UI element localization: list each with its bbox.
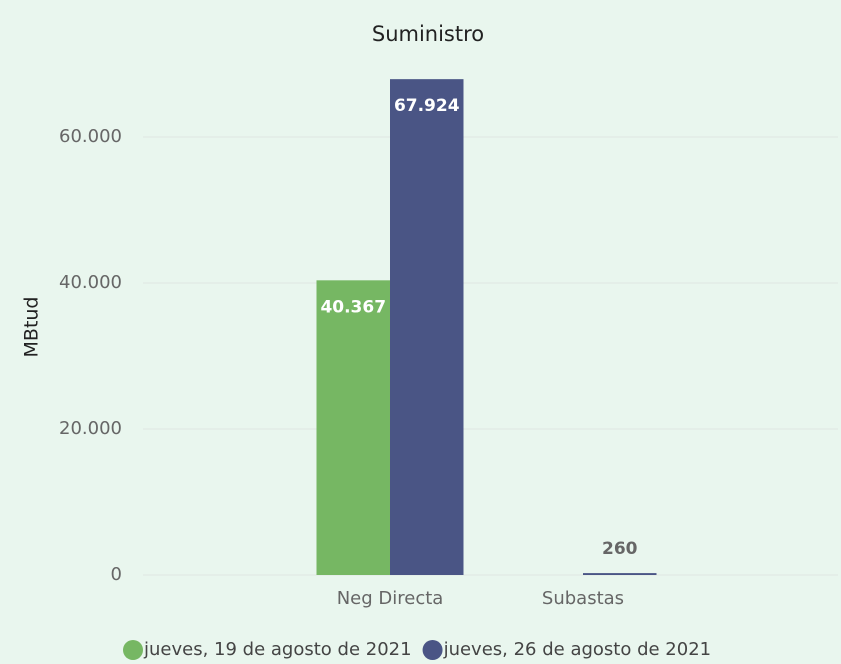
legend-marker	[123, 640, 143, 660]
y-tick-label: 60.000	[59, 126, 122, 147]
data-label: 40.367	[320, 297, 386, 317]
y-axis-label: MBtud	[21, 297, 43, 358]
y-tick-label: 20.000	[59, 418, 122, 439]
y-tick-label: 0	[111, 564, 122, 585]
legend-label: jueves, 26 de agosto de 2021	[443, 639, 712, 660]
bar	[390, 79, 464, 576]
legend-marker	[422, 640, 443, 660]
x-tick-label: Subastas	[542, 588, 624, 609]
legend-label: jueves, 19 de agosto de 2021	[143, 639, 412, 660]
data-label: 67.924	[394, 96, 460, 116]
data-label: 260	[602, 539, 638, 559]
chart-title: Suministro	[372, 22, 484, 46]
x-tick-label: Neg Directa	[337, 588, 444, 609]
bar	[583, 573, 657, 575]
bar	[316, 280, 390, 575]
y-tick-label: 40.000	[59, 272, 122, 293]
